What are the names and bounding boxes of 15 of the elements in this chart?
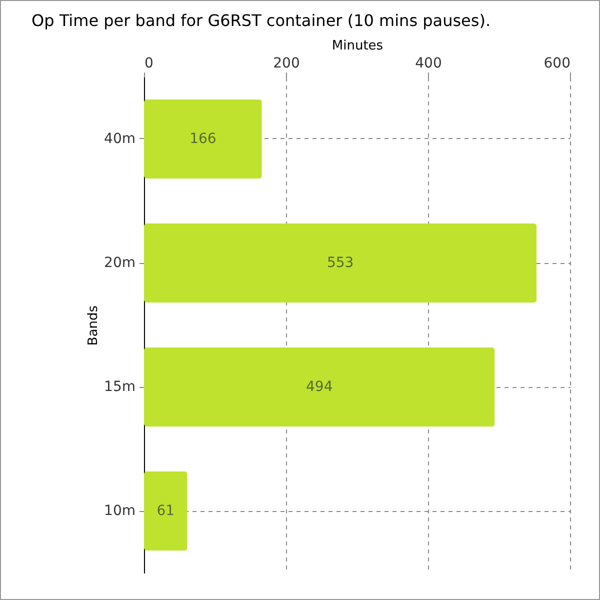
x-tick-label: 400 bbox=[415, 56, 442, 72]
y-tick-label: 40m bbox=[104, 131, 136, 147]
y-axis-title: Bands bbox=[86, 305, 102, 346]
y-tick-label: 20m bbox=[104, 255, 136, 271]
data-label: 553 bbox=[326, 255, 354, 271]
x-tick-label: 600 bbox=[544, 56, 570, 72]
x-tick-label: 200 bbox=[273, 56, 300, 72]
x-tick-label: 0 bbox=[144, 56, 154, 72]
y-tick-label: 15m bbox=[104, 379, 136, 395]
y-tick-label: 10m bbox=[104, 503, 136, 519]
data-label: 166 bbox=[190, 131, 216, 147]
x-axis-title: Minutes bbox=[332, 38, 384, 54]
data-label: 61 bbox=[156, 503, 175, 519]
data-label: 494 bbox=[306, 379, 333, 395]
chart-title: Op Time per band for G6RST container (10 mins pauses). bbox=[32, 11, 491, 30]
